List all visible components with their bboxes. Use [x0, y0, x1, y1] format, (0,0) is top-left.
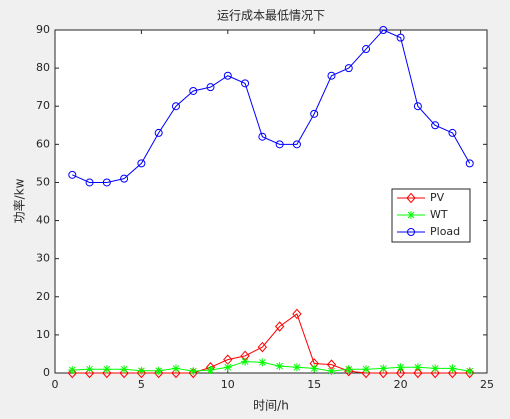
marker: [102, 365, 111, 374]
marker: [223, 71, 232, 80]
marker: [154, 366, 163, 375]
marker: [68, 170, 77, 179]
marker: [413, 363, 422, 372]
marker: [102, 178, 111, 187]
marker: [362, 45, 371, 54]
y-tick-label: 50: [36, 175, 50, 188]
marker: [120, 365, 129, 374]
marker: [274, 321, 285, 332]
marker: [67, 367, 77, 379]
marker: [407, 211, 415, 219]
marker: [379, 26, 388, 34]
marker: [465, 159, 474, 168]
chart-title: 运行成本最低情况下: [217, 9, 325, 23]
marker: [292, 308, 302, 320]
legend-label: PV: [430, 191, 445, 204]
marker: [275, 140, 284, 149]
marker: [448, 364, 457, 373]
marker: [407, 228, 415, 236]
marker: [137, 366, 146, 375]
y-tick-label: 30: [36, 252, 50, 265]
marker: [310, 364, 319, 373]
marker: [292, 140, 301, 149]
marker: [413, 102, 422, 111]
marker: [206, 365, 215, 374]
y-tick-label: 20: [36, 290, 50, 303]
x-tick-label: 5: [138, 378, 145, 391]
y-tick-label: 80: [36, 61, 50, 74]
y-tick-label: 40: [36, 214, 50, 227]
axes-box: [54, 29, 488, 374]
y-tick-label: 0: [43, 366, 50, 379]
legend-label: WT: [430, 208, 448, 221]
marker: [396, 363, 405, 372]
marker: [258, 358, 267, 367]
marker: [189, 367, 198, 376]
marker: [85, 178, 94, 187]
marker: [465, 367, 474, 376]
marker: [206, 83, 215, 92]
y-tick-label: 60: [36, 137, 50, 150]
marker: [223, 363, 232, 372]
marker: [241, 357, 250, 366]
marker: [154, 128, 163, 137]
marker: [327, 71, 336, 80]
marker: [431, 121, 440, 130]
marker: [136, 367, 147, 379]
x-tick-label: 0: [52, 378, 59, 391]
marker: [448, 128, 457, 137]
marker: [431, 364, 440, 373]
y-tick-label: 10: [36, 328, 50, 341]
marker: [344, 64, 353, 73]
x-tick-label: 25: [480, 378, 494, 391]
marker: [275, 362, 284, 371]
marker: [257, 341, 268, 353]
y-tick-label: 70: [36, 99, 50, 112]
x-tick-label: 20: [394, 378, 408, 391]
marker: [120, 174, 129, 183]
marker: [258, 132, 267, 141]
marker: [292, 363, 301, 372]
marker: [68, 365, 77, 374]
marker: [189, 86, 198, 95]
marker: [413, 367, 423, 379]
marker: [241, 79, 250, 88]
marker: [362, 365, 371, 374]
marker: [154, 367, 164, 379]
y-tick-label: 90: [36, 23, 50, 36]
x-axis-label: 时间/h: [253, 399, 289, 413]
marker: [327, 367, 336, 376]
marker: [85, 365, 94, 374]
marker: [395, 367, 406, 379]
marker: [344, 365, 353, 374]
legend-label: Pload: [430, 225, 460, 238]
x-tick-label: 15: [307, 378, 321, 391]
marker: [396, 33, 405, 42]
marker: [171, 102, 180, 111]
marker: [379, 364, 388, 373]
x-tick-label: 10: [221, 378, 235, 391]
marker: [310, 109, 319, 118]
marker: [406, 192, 416, 204]
marker: [171, 364, 180, 373]
marker: [137, 159, 146, 168]
y-axis-label: 功率/kw: [12, 178, 27, 223]
